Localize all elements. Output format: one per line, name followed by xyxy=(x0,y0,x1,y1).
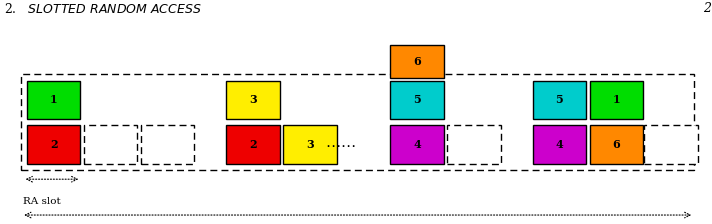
Bar xyxy=(390,125,444,164)
Text: 4: 4 xyxy=(555,139,563,150)
Text: 5: 5 xyxy=(413,94,421,105)
Bar xyxy=(644,125,698,164)
Text: 5: 5 xyxy=(555,94,563,105)
Bar xyxy=(226,81,280,119)
Bar xyxy=(533,125,586,164)
Text: 2: 2 xyxy=(703,2,711,15)
Bar xyxy=(283,125,337,164)
Text: 1: 1 xyxy=(612,94,620,105)
Text: $\cdots\cdots$: $\cdots\cdots$ xyxy=(325,137,356,152)
Bar xyxy=(390,81,444,119)
Bar xyxy=(84,125,137,164)
Text: 6: 6 xyxy=(612,139,620,150)
Text: 2.   $\it{SLOTTED\ RANDOM\ ACCESS}$: 2. $\it{SLOTTED\ RANDOM\ ACCESS}$ xyxy=(4,2,201,16)
Bar xyxy=(533,81,586,119)
Bar xyxy=(590,125,643,164)
Text: RA slot: RA slot xyxy=(23,197,61,206)
Text: 3: 3 xyxy=(249,94,257,105)
Bar xyxy=(141,125,194,164)
Bar xyxy=(447,125,501,164)
Bar xyxy=(27,125,80,164)
Bar xyxy=(27,81,80,119)
Text: 6: 6 xyxy=(413,56,421,67)
Text: 4: 4 xyxy=(413,139,421,150)
Text: 2: 2 xyxy=(50,139,58,150)
Bar xyxy=(21,74,694,170)
Text: 1: 1 xyxy=(50,94,58,105)
Bar xyxy=(226,125,280,164)
Bar xyxy=(390,45,444,78)
Text: 3: 3 xyxy=(306,139,314,150)
Bar xyxy=(590,81,643,119)
Text: 2: 2 xyxy=(249,139,257,150)
